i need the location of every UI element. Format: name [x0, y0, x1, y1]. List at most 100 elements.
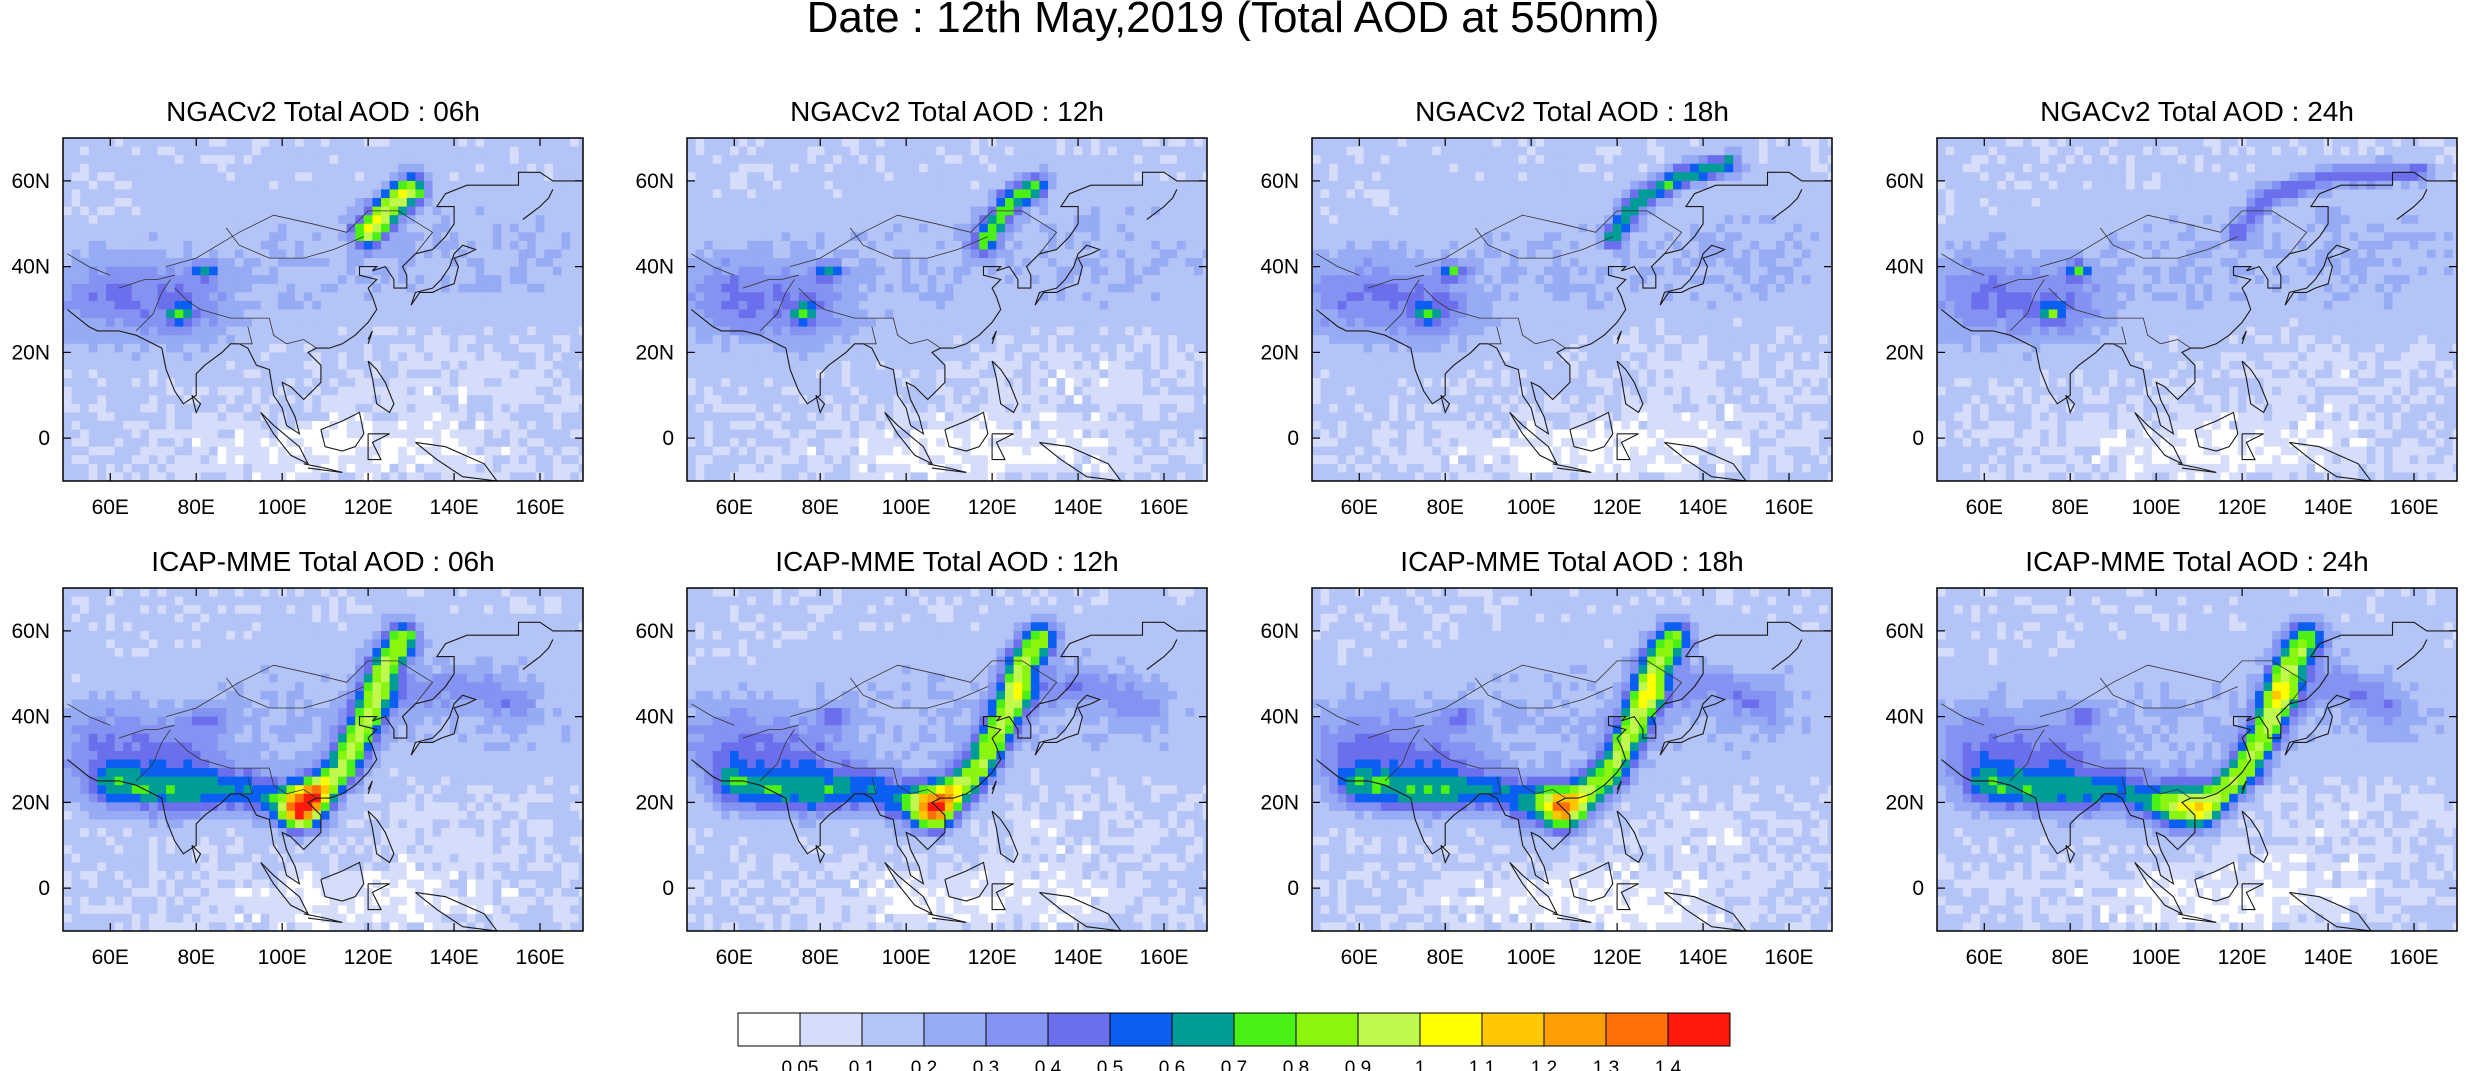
- y-tick-label: 0: [1912, 877, 1924, 900]
- panel-frame: [686, 137, 1208, 482]
- x-tick-label: 80E: [2052, 946, 2089, 969]
- panel-title: NGACv2 Total AOD : 18h: [1415, 96, 1729, 127]
- y-tick-label: 40N: [1885, 256, 1924, 279]
- x-tick-label: 160E: [2390, 496, 2439, 519]
- x-tick-label: 140E: [430, 496, 479, 519]
- y-tick-label: 40N: [1885, 706, 1924, 729]
- y-tick-label: 0: [38, 877, 50, 900]
- x-tick-label: 160E: [1140, 496, 1189, 519]
- y-tick-label: 60N: [1260, 170, 1299, 193]
- panel-frame: [1936, 587, 2458, 932]
- x-tick-label: 160E: [516, 946, 565, 969]
- x-tick-label: 140E: [1054, 946, 1103, 969]
- panel-frame: [62, 587, 584, 932]
- x-tick-label: 100E: [258, 496, 307, 519]
- colorbar-label: 0.8: [1283, 1058, 1309, 1071]
- map-panel: ICAP-MME Total AOD : 24h 60E 80E 100E 120E 14…: [1885, 546, 2458, 969]
- aod-field: [1312, 588, 1832, 931]
- x-tick-label: 60E: [1966, 946, 2003, 969]
- x-tick-label: 60E: [1966, 496, 2003, 519]
- y-tick-label: 40N: [11, 256, 50, 279]
- colorbar-swatch: [985, 1012, 1049, 1047]
- panel-frame: [1311, 587, 1833, 932]
- x-tick-label: 120E: [1593, 496, 1642, 519]
- coastlines: [1940, 588, 2457, 931]
- colorbar-swatch: [1543, 1012, 1607, 1047]
- y-tick-label: 0: [38, 427, 50, 450]
- map-panel: NGACv2 Total AOD : 18h 60E 80E 100E 120E 140E…: [1260, 96, 1833, 519]
- y-tick-label: 60N: [1885, 170, 1924, 193]
- y-tick-label: 60N: [1260, 620, 1299, 643]
- colorbar-label: 0.6: [1159, 1058, 1185, 1071]
- x-tick-label: 120E: [2218, 946, 2267, 969]
- x-tick-label: 120E: [344, 496, 393, 519]
- colorbar-swatch: [923, 1012, 987, 1047]
- x-tick-label: 160E: [1765, 946, 1814, 969]
- coastlines: [66, 588, 583, 931]
- panel-title: ICAP-MME Total AOD : 06h: [151, 546, 494, 577]
- colorbar-label: 1.1: [1469, 1058, 1495, 1071]
- y-tick-label: 0: [662, 427, 674, 450]
- x-tick-label: 80E: [178, 496, 215, 519]
- coastlines: [1940, 138, 2457, 481]
- panel-frame: [1311, 137, 1833, 482]
- x-tick-label: 160E: [2390, 946, 2439, 969]
- x-tick-label: 100E: [1507, 946, 1556, 969]
- x-tick-label: 100E: [2132, 496, 2181, 519]
- x-tick-label: 100E: [1507, 496, 1556, 519]
- colorbar: 0.05 0.1 0.2 0.3 0.4 0.5 0.6 0.7 0.8 0.9 1 1.1 1.2 1.…: [737, 1012, 1731, 1071]
- x-tick-label: 60E: [92, 946, 129, 969]
- map-panel: NGACv2 Total AOD : 24h 60E 80E 100E 120E 140E…: [1885, 96, 2458, 519]
- map-panel: ICAP-MME Total AOD : 12h 60E 80E 100E 120E 14…: [635, 546, 1208, 969]
- colorbar-label: 0.1: [849, 1058, 875, 1071]
- y-tick-label: 20N: [1260, 341, 1299, 364]
- y-tick-label: 60N: [11, 170, 50, 193]
- y-tick-label: 20N: [11, 341, 50, 364]
- colorbar-swatch: [799, 1012, 863, 1047]
- x-tick-label: 80E: [1427, 496, 1464, 519]
- x-tick-label: 160E: [516, 496, 565, 519]
- y-tick-label: 20N: [11, 791, 50, 814]
- colorbar-label: 1.2: [1531, 1058, 1557, 1071]
- figure-title: Date : 12th May,2019 (Total AOD at 550nm…: [807, 0, 1660, 42]
- y-tick-label: 20N: [635, 791, 674, 814]
- colorbar-label: 0.9: [1345, 1058, 1371, 1071]
- x-tick-label: 140E: [2304, 946, 2353, 969]
- y-tick-label: 20N: [635, 341, 674, 364]
- x-tick-label: 60E: [92, 496, 129, 519]
- x-tick-label: 140E: [2304, 496, 2353, 519]
- colorbar-swatch: [737, 1012, 801, 1047]
- x-tick-label: 120E: [968, 496, 1017, 519]
- coastlines: [1315, 588, 1832, 931]
- x-tick-label: 80E: [802, 946, 839, 969]
- y-tick-label: 60N: [11, 620, 50, 643]
- colorbar-swatch: [1357, 1012, 1421, 1047]
- y-tick-label: 60N: [635, 170, 674, 193]
- panel-title: NGACv2 Total AOD : 24h: [2040, 96, 2354, 127]
- map-panel: ICAP-MME Total AOD : 06h 60E 80E 100E 120E 14…: [11, 546, 584, 969]
- aod-field: [687, 138, 1207, 481]
- colorbar-label: 0.2: [911, 1058, 937, 1071]
- y-tick-label: 40N: [635, 706, 674, 729]
- x-tick-label: 100E: [882, 496, 931, 519]
- colorbar-swatch: [1233, 1012, 1297, 1047]
- y-tick-label: 40N: [1260, 256, 1299, 279]
- coastlines: [1315, 138, 1832, 481]
- x-tick-label: 120E: [968, 946, 1017, 969]
- colorbar-label: 1.3: [1593, 1058, 1619, 1071]
- colorbar-swatch: [1047, 1012, 1111, 1047]
- y-tick-label: 20N: [1885, 341, 1924, 364]
- x-tick-label: 140E: [430, 946, 479, 969]
- aod-field: [63, 588, 583, 931]
- colorbar-label: 0.5: [1097, 1058, 1123, 1071]
- map-panel: NGACv2 Total AOD : 12h 60E 80E 100E 120E 140E…: [635, 96, 1208, 519]
- x-tick-label: 100E: [258, 946, 307, 969]
- coastlines: [690, 138, 1207, 481]
- colorbar-label: 0.05: [782, 1058, 819, 1071]
- aod-field: [687, 588, 1207, 931]
- x-tick-label: 120E: [344, 946, 393, 969]
- x-tick-label: 80E: [802, 496, 839, 519]
- coastlines: [66, 138, 583, 481]
- map-panel: NGACv2 Total AOD : 06h 60E 80E 100E 120E 140E…: [11, 96, 584, 519]
